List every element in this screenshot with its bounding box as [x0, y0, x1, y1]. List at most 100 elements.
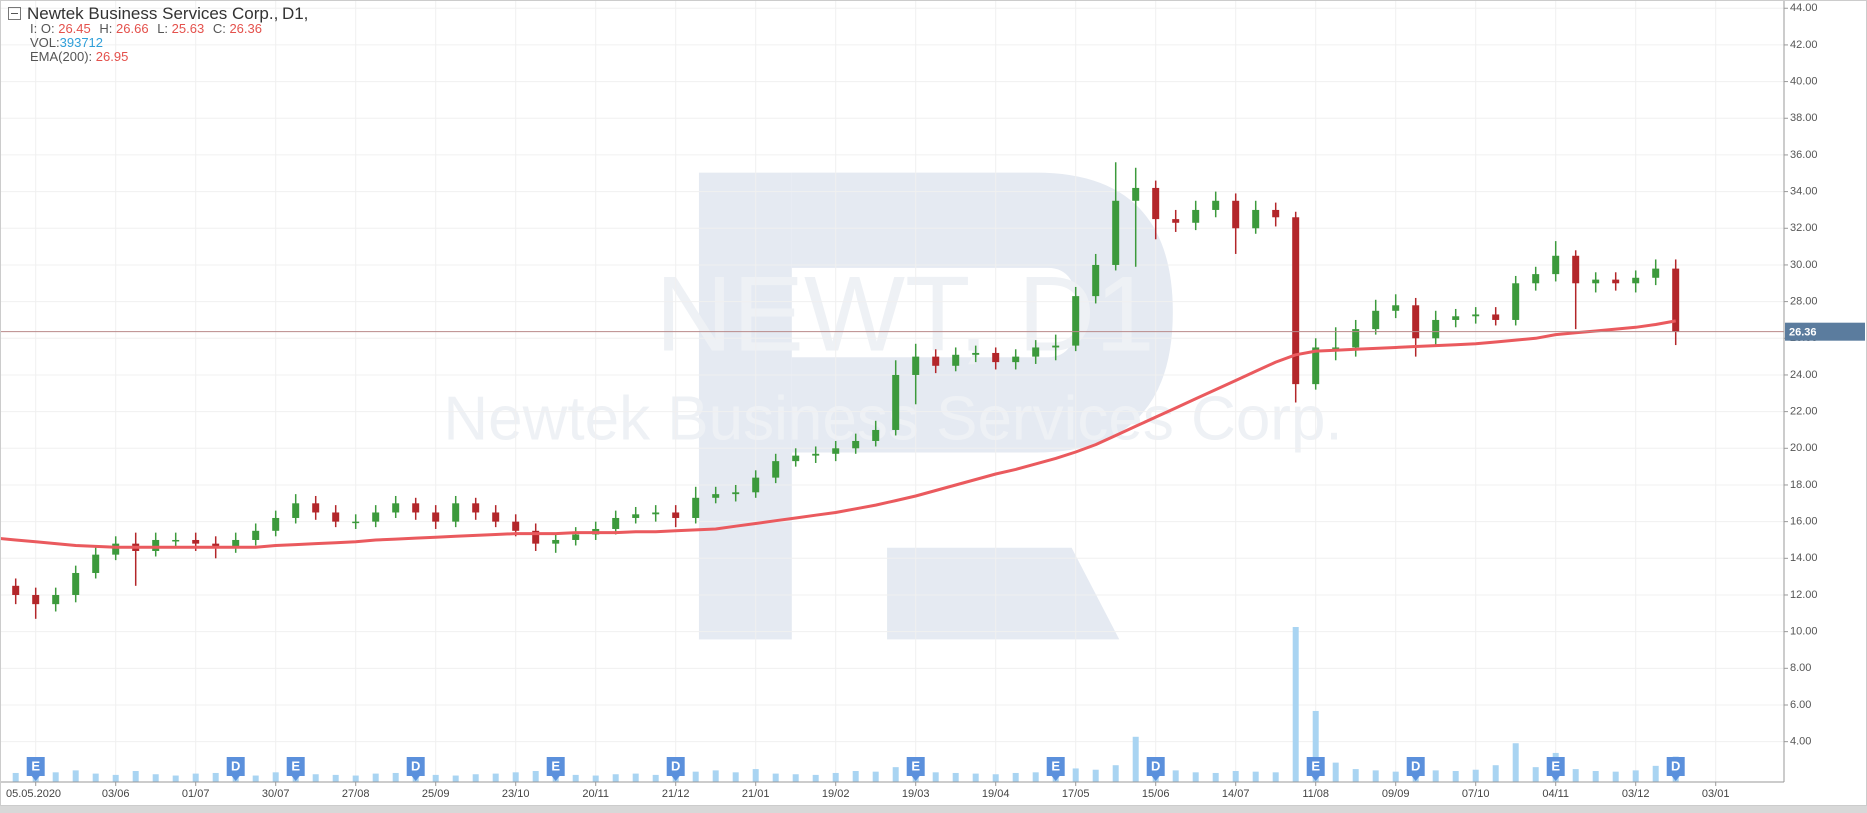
event-marker[interactable] — [906, 757, 925, 776]
ema-line — [0, 319, 1676, 549]
volume-bar — [1112, 765, 1119, 782]
volume-bar — [612, 774, 619, 782]
candle-body — [872, 429, 880, 441]
x-tick-label: 04/11 — [1542, 788, 1569, 800]
volume-bar — [1212, 772, 1219, 782]
volume-bar — [1192, 772, 1199, 782]
volume-bar — [132, 771, 139, 782]
volume-bar — [652, 774, 659, 782]
event-marker[interactable] — [1146, 757, 1165, 776]
event-marker[interactable] — [286, 757, 305, 776]
candle-body — [1232, 200, 1240, 229]
candle-body — [1012, 356, 1020, 363]
candle-body — [952, 354, 960, 366]
y-tick-label: 6.00 — [1790, 699, 1811, 711]
y-tick-label: 38.00 — [1790, 112, 1818, 124]
candle-body — [1432, 319, 1440, 339]
event-marker[interactable] — [26, 757, 45, 776]
x-tick-label: 20/11 — [582, 788, 609, 800]
candle-body — [1492, 314, 1500, 320]
event-pointer — [551, 776, 560, 781]
ema-value: 26.95 — [95, 49, 129, 64]
candle-body — [1252, 209, 1260, 229]
candle-body — [512, 521, 520, 531]
volume-bar — [12, 772, 19, 782]
candle-body — [112, 543, 120, 555]
candle-body — [32, 594, 40, 605]
event-marker[interactable] — [1406, 757, 1425, 776]
candle-body — [1412, 305, 1420, 339]
volume-bar — [772, 773, 779, 782]
volume-bar — [112, 774, 119, 782]
candle-body — [1092, 264, 1100, 297]
event-marker[interactable] — [1666, 757, 1685, 776]
volume-bar — [872, 771, 879, 782]
candle-body — [912, 356, 920, 375]
x-tick-label: 14/07 — [1222, 788, 1250, 800]
event-label: E — [1311, 758, 1320, 773]
collapse-button[interactable] — [8, 7, 21, 20]
candle-body — [292, 503, 300, 518]
volume-bar — [1012, 772, 1019, 782]
candle-body — [12, 585, 20, 595]
volume-bar — [1352, 769, 1359, 782]
event-marker[interactable] — [546, 757, 565, 776]
volume-bar — [312, 774, 319, 782]
y-tick-label: 4.00 — [1790, 736, 1811, 748]
candle-body — [1592, 279, 1600, 284]
candle-body — [1572, 255, 1580, 284]
candle-body — [1392, 305, 1400, 311]
volume-bar — [532, 771, 539, 782]
candle-body — [52, 594, 60, 605]
x-tick-label: 15/06 — [1142, 788, 1170, 800]
volume-bar — [1172, 770, 1179, 782]
candle-body — [752, 477, 760, 493]
volume-bar — [952, 772, 959, 782]
x-tick-label: 19/04 — [982, 788, 1010, 800]
event-pointer — [31, 776, 40, 781]
event-pointer — [671, 776, 680, 781]
volume-bar — [1592, 771, 1599, 782]
event-marker[interactable] — [1306, 757, 1325, 776]
event-label: D — [231, 758, 240, 773]
candle-body — [692, 497, 700, 518]
volume-bar — [972, 773, 979, 782]
event-marker[interactable] — [226, 757, 245, 776]
candle-body — [412, 503, 420, 513]
candle-body — [72, 572, 80, 595]
event-marker[interactable] — [666, 757, 685, 776]
candle-body — [1172, 219, 1180, 223]
event-label: E — [1551, 758, 1560, 773]
info-label: C: — [212, 21, 226, 36]
candle-body — [472, 503, 480, 513]
event-marker[interactable] — [406, 757, 425, 776]
x-tick-label: 07/10 — [1462, 788, 1490, 800]
volume-bar — [1632, 770, 1639, 782]
candle-body — [572, 534, 580, 540]
volume-bar — [1072, 768, 1079, 782]
volume-bar — [852, 771, 859, 782]
event-marker[interactable] — [1546, 757, 1565, 776]
candle-body — [312, 503, 320, 513]
x-tick-label: 23/10 — [502, 788, 530, 800]
event-label: E — [551, 758, 560, 773]
x-tick-label: 05.05.2020 — [6, 788, 61, 800]
x-tick-label: 21/01 — [742, 788, 770, 800]
candle-body — [992, 352, 1000, 363]
grid — [0, 0, 1784, 782]
volume-bar — [452, 775, 459, 782]
x-tick-label: 03/12 — [1622, 788, 1650, 800]
volume-bar — [1652, 765, 1659, 782]
event-marker[interactable] — [1046, 757, 1065, 776]
candle-body — [1192, 209, 1200, 223]
volume-bar — [212, 772, 219, 782]
volume-bar — [1532, 767, 1539, 782]
event-label: E — [1051, 758, 1060, 773]
candle-body — [352, 521, 360, 524]
candle-body — [1472, 314, 1480, 317]
x-tick-label: 30/07 — [262, 788, 290, 800]
candle-body — [732, 492, 740, 495]
watermark-symbol: NEWT, D1 — [655, 253, 1154, 373]
candle-body — [1292, 217, 1300, 385]
